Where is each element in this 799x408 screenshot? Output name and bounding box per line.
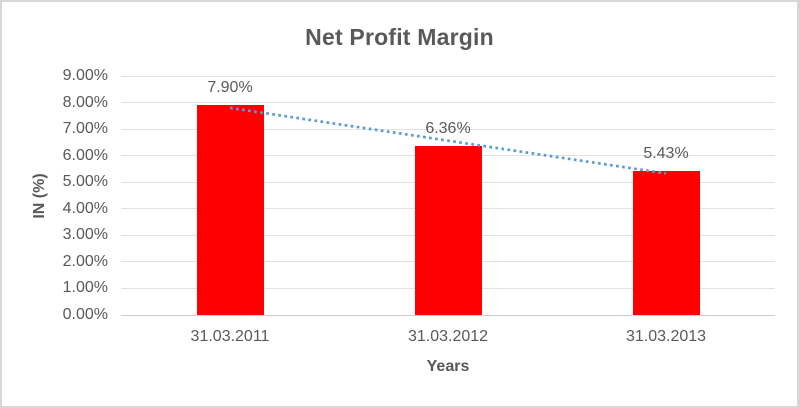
x-axis-line [121, 315, 775, 316]
y-axis-tick-label: 6.00% [62, 146, 108, 164]
y-axis-tick-label: 7.00% [62, 120, 108, 138]
x-axis-tick-label: 31.03.2012 [407, 328, 489, 345]
bar [414, 146, 482, 315]
x-axis-tick-label: 31.03.2013 [625, 328, 707, 345]
chart-title: Net Profit Margin [305, 24, 494, 50]
y-axis-tick-label: 4.00% [62, 199, 108, 217]
y-axis-tick-label: 2.00% [62, 252, 108, 270]
y-axis-tick-label: 9.00% [62, 67, 108, 84]
y-axis-tick-label: 5.00% [62, 173, 108, 191]
bar [632, 170, 700, 315]
bar-data-label: 6.36% [425, 120, 471, 138]
bar-data-label: 5.43% [643, 144, 689, 162]
y-axis-tick-label: 3.00% [62, 226, 108, 244]
bar [196, 105, 264, 315]
gridline [121, 102, 775, 104]
bar-data-label: 7.90% [207, 79, 253, 97]
plot-area [121, 75, 775, 316]
x-axis-title: Years [426, 358, 470, 375]
y-axis-tick-label: 0.00% [62, 306, 108, 323]
x-axis-tick-label: 31.03.2011 [190, 328, 270, 345]
gridline [121, 75, 775, 77]
y-axis-tick-label: 8.00% [62, 93, 108, 111]
y-axis-tick-label: 1.00% [62, 279, 108, 297]
